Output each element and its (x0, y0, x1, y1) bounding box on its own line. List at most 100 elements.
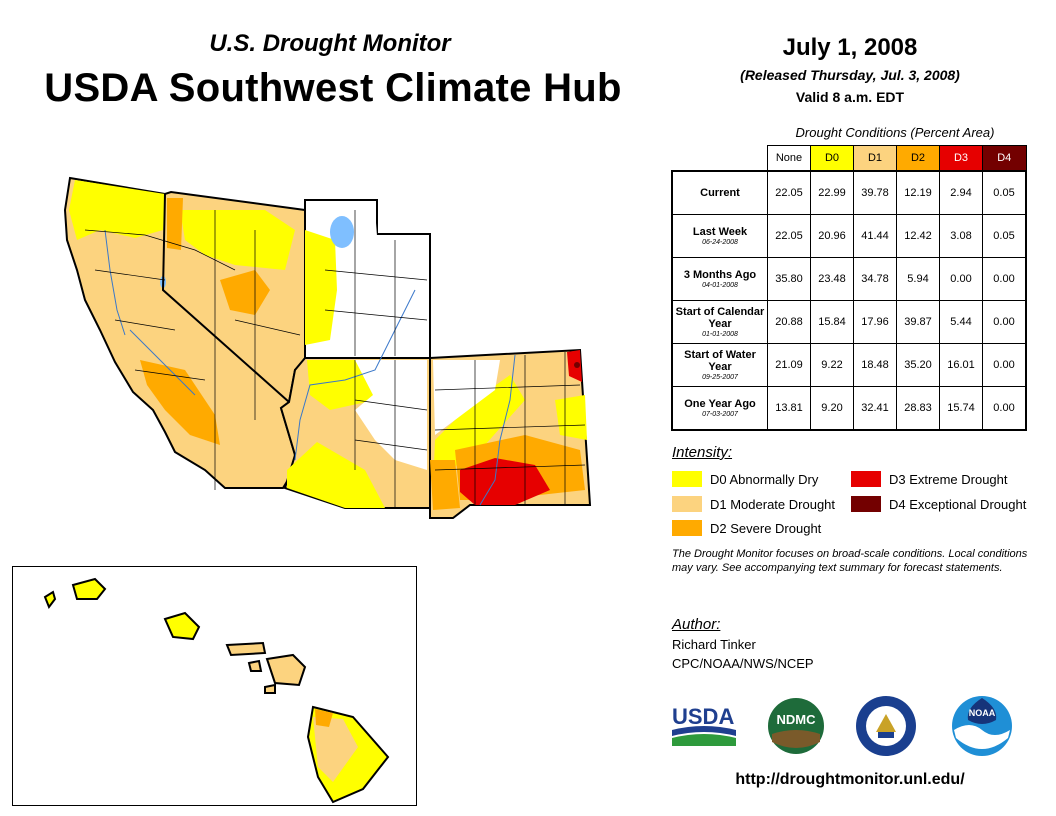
table-cell: 18.48 (853, 343, 897, 387)
table-cell: 39.87 (896, 300, 940, 344)
table-row: Current 22.05 22.99 39.78 12.19 2.94 0.05 (671, 170, 1027, 215)
island-kahoolawe (264, 683, 276, 694)
d0-area-north-ca (69, 180, 165, 240)
row-label-text: Start of Water Year (684, 348, 756, 373)
valid-time: Valid 8 a.m. EDT (795, 89, 905, 105)
usda-logo-text: USDA (672, 704, 734, 729)
row-label: One Year Ago 07-03-2007 (671, 386, 768, 431)
ndmc-logo-text: NDMC (777, 712, 817, 727)
table-cell: 16.01 (939, 343, 983, 387)
table-cell: 5.44 (939, 300, 983, 344)
table-cell: 35.80 (767, 257, 811, 301)
county-line (84, 210, 586, 508)
table-cell: 39.78 (853, 170, 897, 215)
rio-grande-river (479, 354, 516, 506)
none-area-arizona (355, 360, 427, 470)
legend-swatch (851, 496, 881, 512)
hawaii-map (43, 577, 390, 804)
table-cell: 20.88 (767, 300, 811, 344)
website-url[interactable]: http://droughtmonitor.unl.edu/ (735, 771, 965, 788)
d2-area-ca-valley (140, 360, 220, 445)
row-date: 04-01-2008 (702, 281, 738, 289)
map-date: July 1, 2008 (782, 34, 918, 61)
noaa-logo: NOAA (952, 696, 1012, 756)
column-header: D0 (810, 145, 854, 172)
d2-area-nv-north (167, 198, 183, 250)
table-cell: 22.05 (767, 214, 811, 258)
row-label: 3 Months Ago 04-01-2008 (671, 257, 768, 301)
legend-swatch (672, 496, 702, 512)
table-row: Start of Calendar Year 01-01-2008 20.88 15.… (671, 300, 1027, 344)
ca-nv-border (161, 193, 290, 403)
table-row: 3 Months Ago 04-01-2008 35.80 23.48 34.78 5.9… (671, 257, 1027, 301)
d0-area-nm-central (433, 375, 525, 490)
island-niihau (43, 590, 57, 610)
table-cell: 0.00 (939, 257, 983, 301)
table-cell: 12.42 (896, 214, 940, 258)
table-header-row: None D0 D1 D2 D3 D4 (672, 145, 1027, 172)
release-date: (Released Thursday, Jul. 3, 2008) (740, 67, 960, 83)
none-area-nm-northwest (433, 360, 500, 435)
row-date: 09-25-2007 (702, 373, 738, 381)
legend-title: Intensity: (672, 444, 733, 461)
d2-area-az-south (430, 460, 460, 510)
table-cell: 21.09 (767, 343, 811, 387)
table-cell: 41.44 (853, 214, 897, 258)
island-maui (265, 653, 307, 687)
row-label-text: 3 Months Ago (683, 268, 757, 281)
legend-swatch (672, 520, 702, 536)
legend-item-d3: D3 Extreme Drought (851, 471, 1008, 487)
hawaii-inset (12, 566, 417, 806)
d3-area-nm-south (460, 458, 550, 505)
legend-swatch (851, 471, 881, 487)
southwest-drought-map (63, 176, 592, 519)
table-cell: 22.05 (767, 170, 811, 215)
legend-label: D1 Moderate Drought (710, 496, 836, 512)
d0-area-nm-east (555, 395, 587, 440)
legend-label: D2 Severe Drought (710, 520, 822, 536)
table-cell: 9.22 (810, 343, 854, 387)
sacramento-river (104, 229, 126, 336)
row-date: 01-01-2008 (702, 330, 738, 338)
usda-logo: USDA (672, 704, 736, 746)
column-header: D4 (982, 145, 1027, 172)
author-name: Richard Tinker (672, 637, 756, 652)
table-cell: 12.19 (896, 170, 940, 215)
row-label-text: Current (700, 187, 740, 199)
table-cell: 22.99 (810, 170, 854, 215)
table-cell: 2.94 (939, 170, 983, 215)
table-cell: 32.41 (853, 386, 897, 431)
legend-label: D4 Exceptional Drought (889, 496, 1027, 512)
legend-item-d4: D4 Exceptional Drought (851, 496, 1026, 512)
table-cell: 35.20 (896, 343, 940, 387)
table-cell: 28.83 (896, 386, 940, 431)
row-label-text: One Year Ago (684, 397, 756, 410)
table-corner (672, 145, 768, 172)
legend-item-d0: D0 Abnormally Dry (672, 471, 818, 487)
table-cell: 15.74 (939, 386, 983, 431)
d0-area-arizona-west (287, 442, 385, 508)
commerce-seal-icon (856, 696, 916, 756)
row-label: Current (671, 170, 768, 215)
ndmc-logo: NDMC (768, 698, 824, 754)
legend-item-d2: D2 Severe Drought (672, 520, 821, 536)
drought-conditions-table: None D0 D1 D2 D3 D4 Current 22.05 22.99 39.… (671, 145, 1027, 431)
legend-label: D3 Extreme Drought (889, 471, 1008, 487)
row-date: 06-24-2008 (702, 238, 738, 246)
table-cell: 0.05 (982, 214, 1027, 258)
d4-area-nm (574, 362, 580, 368)
legend-item-d1: D1 Moderate Drought (672, 496, 835, 512)
hawaii-d2-area (315, 709, 333, 727)
table-cell: 0.00 (982, 300, 1027, 344)
table-cell: 34.78 (853, 257, 897, 301)
island-lanai (247, 659, 263, 672)
row-label: Start of Calendar Year 01-01-2008 (671, 300, 768, 344)
row-label: Start of Water Year 09-25-2007 (671, 343, 768, 387)
table-cell: 5.94 (896, 257, 940, 301)
table-cell: 15.84 (810, 300, 854, 344)
row-label-text: Start of Calendar Year (675, 305, 765, 330)
table-cell: 20.96 (810, 214, 854, 258)
table-row: Start of Water Year 09-25-2007 21.09 9.22 18… (671, 343, 1027, 387)
d0-area-utah (305, 230, 337, 345)
legend-swatch (672, 471, 702, 487)
